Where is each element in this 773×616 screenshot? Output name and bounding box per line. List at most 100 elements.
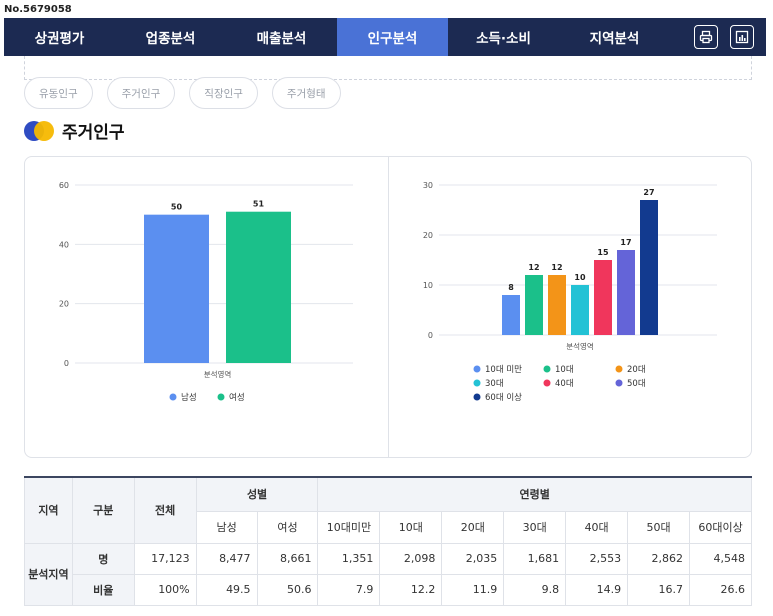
x-category-label: 분석영역 <box>566 341 594 351</box>
age-cell: 26.6 <box>689 573 752 606</box>
th-kind: 구분 <box>71 476 135 544</box>
legend-label: 남성 <box>181 393 197 403</box>
age-chart: 0 10 20 30 8 12 12 10 15 17 27 분석영역 10대 미만 10대 20대 30대 4… <box>423 181 717 403</box>
age-cell: 9.8 <box>503 573 567 606</box>
th-total: 전체 <box>133 476 197 544</box>
subtab-workplace[interactable]: 직장인구 <box>189 77 258 109</box>
subtab-floating[interactable]: 유동인구 <box>24 77 93 109</box>
population-subtabs: 유동인구 주거인구 직장인구 주거형태 <box>24 77 341 109</box>
region-cell: 분석지역 <box>24 542 73 606</box>
th-male: 남성 <box>195 510 258 544</box>
nav-tab-population[interactable]: 인구분석 <box>337 18 448 56</box>
age-cell: 2,553 <box>565 542 629 575</box>
y-tick-label: 40 <box>59 240 69 249</box>
th-age-6: 60대이상 <box>689 510 752 544</box>
legend-marker <box>473 379 481 387</box>
data-label: 15 <box>597 248 609 257</box>
female-cell: 8,661 <box>256 542 319 575</box>
total-cell: 17,123 <box>133 542 197 575</box>
legend-label: 10대 <box>555 365 574 375</box>
kind-cell: 비율 <box>71 573 135 606</box>
bar <box>144 214 209 363</box>
legend-marker <box>473 393 481 401</box>
document-number: No.5679058 <box>4 4 72 15</box>
data-label: 8 <box>508 283 514 292</box>
data-label: 10 <box>574 273 586 282</box>
data-label: 50 <box>171 203 183 212</box>
data-label: 12 <box>528 263 539 272</box>
male-cell: 49.5 <box>195 573 258 606</box>
bar <box>226 211 291 363</box>
female-cell: 50.6 <box>256 573 319 606</box>
legend-marker <box>169 393 177 401</box>
legend-label: 30대 <box>485 379 504 389</box>
data-label: 17 <box>620 238 631 247</box>
subtab-residential[interactable]: 주거인구 <box>106 77 176 109</box>
th-gender: 성별 <box>195 476 319 512</box>
legend-marker <box>473 365 481 373</box>
nav-tab-sales[interactable]: 매출분석 <box>256 31 307 47</box>
bar <box>502 295 520 335</box>
legend-label: 40대 <box>555 379 574 389</box>
age-cell: 11.9 <box>441 573 505 606</box>
nav-tab-income[interactable]: 소득·소비 <box>476 31 531 47</box>
bar <box>617 250 635 335</box>
th-age-1: 10대 <box>379 510 443 544</box>
legend-marker <box>615 365 623 373</box>
legend-label: 10대 미만 <box>485 365 522 375</box>
data-label: 27 <box>643 188 654 197</box>
legend-marker <box>615 379 623 387</box>
y-tick-label: 60 <box>59 181 69 190</box>
bar <box>640 200 658 335</box>
description-box <box>24 56 752 80</box>
th-age-5: 50대 <box>627 510 691 544</box>
th-age-0: 10대미만 <box>317 510 381 544</box>
table-row: 분석지역 명 17,123 8,477 8,661 1,351 2,098 2,… <box>24 542 752 606</box>
y-tick-label: 0 <box>64 359 69 368</box>
legend-label: 여성 <box>229 392 245 403</box>
age-cell: 16.7 <box>627 573 691 606</box>
bar <box>525 275 543 335</box>
data-label: 12 <box>551 263 562 272</box>
bar <box>548 275 566 335</box>
y-tick-label: 10 <box>423 281 433 290</box>
table-row: 비율 100% 49.5 50.6 7.9 12.2 11.9 9.8 14.9… <box>25 573 752 606</box>
age-chart-card: 0 10 20 30 8 12 12 10 15 17 27 분석영역 10대 미만 10대 20대 30대 4… <box>388 156 752 458</box>
th-age-4: 40대 <box>565 510 629 544</box>
age-cell: 4,548 <box>689 542 752 575</box>
age-cell: 12.2 <box>379 573 443 606</box>
y-tick-label: 0 <box>428 331 433 340</box>
y-tick-label: 20 <box>59 300 69 309</box>
legend-marker <box>217 393 225 401</box>
male-cell: 8,477 <box>195 542 258 575</box>
nav-tab-region[interactable]: 지역분석 <box>589 31 640 47</box>
bar <box>571 285 589 335</box>
legend-marker <box>543 379 551 387</box>
bar <box>594 260 612 335</box>
legend-label: 50대 <box>627 379 646 389</box>
data-label: 51 <box>253 200 265 209</box>
print-icon[interactable] <box>694 25 718 49</box>
total-cell: 100% <box>133 573 197 606</box>
section-header: 주거인구 <box>24 118 125 143</box>
legend-label: 60대 이상 <box>485 392 522 403</box>
y-tick-label: 30 <box>423 181 433 190</box>
legend-marker <box>543 365 551 373</box>
th-female: 여성 <box>256 510 319 544</box>
section-title: 주거인구 <box>62 123 125 143</box>
legend-label: 20대 <box>627 365 646 375</box>
age-cell: 1,351 <box>317 542 381 575</box>
kind-cell: 명 <box>71 542 135 575</box>
age-cell: 7.9 <box>317 573 381 606</box>
nav-tab-industry[interactable]: 업종분석 <box>145 31 196 47</box>
x-category-label: 분석영역 <box>204 369 232 379</box>
y-tick-label: 20 <box>423 231 433 240</box>
th-age-2: 20대 <box>441 510 505 544</box>
nav-tab-evaluation[interactable]: 상권평가 <box>34 31 85 47</box>
report-icon[interactable] <box>730 25 754 49</box>
main-nav: 상권평가 업종분석 매출분석 인구분석 소득·소비 지역분석 <box>4 18 766 56</box>
age-cell: 14.9 <box>565 573 629 606</box>
subtab-housing-type[interactable]: 주거형태 <box>271 77 341 109</box>
age-cell: 2,035 <box>441 542 505 575</box>
